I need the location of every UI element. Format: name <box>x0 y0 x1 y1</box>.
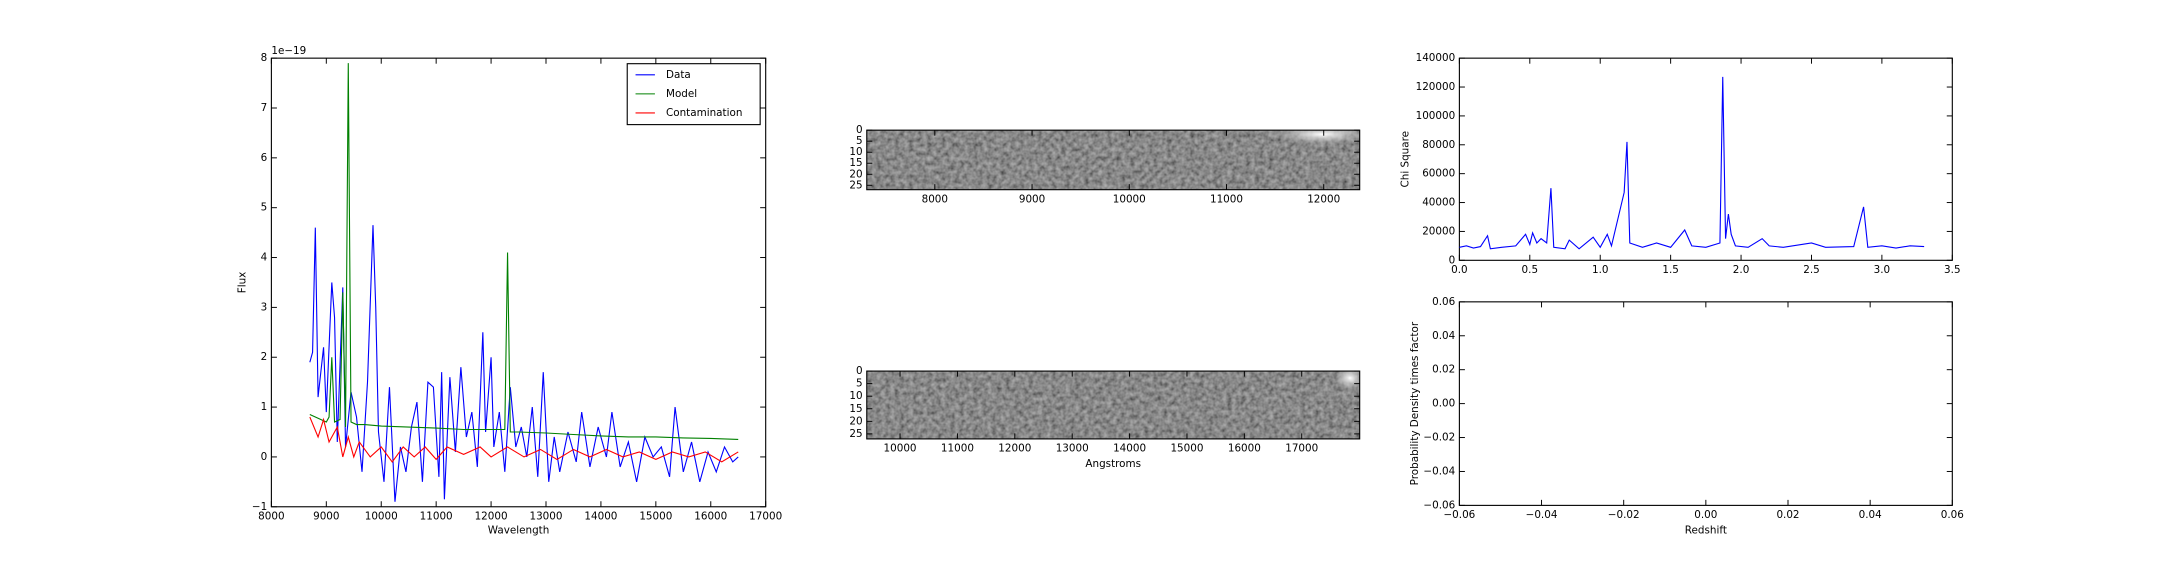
y-tick-label: 120000 <box>1416 81 1456 93</box>
axes-frame <box>270 57 767 508</box>
x-tick-label: 16000 <box>1228 443 1261 455</box>
y-tick-label: 25 <box>849 179 862 191</box>
y-tick-label: 0.06 <box>1432 296 1455 308</box>
x-tick-label: 3.0 <box>1874 264 1891 276</box>
y-tick-label: 15 <box>849 157 862 169</box>
x-tick-label: 8000 <box>922 193 948 205</box>
x-tick-label: 12000 <box>1307 193 1340 205</box>
x-tick-label: 0.02 <box>1776 509 1799 521</box>
x-tick-label: 8000 <box>258 510 284 522</box>
bright-spot <box>1266 130 1360 146</box>
image-pixels <box>866 371 1360 439</box>
y-axis-label: Flux <box>236 272 248 294</box>
series-line <box>309 225 739 502</box>
x-tick-label: 15000 <box>1170 443 1203 455</box>
axes-frame <box>1458 301 1953 506</box>
x-tick-label: 10000 <box>365 510 398 522</box>
axes-frame <box>866 129 1361 191</box>
x-tick-label: −0.04 <box>1526 509 1558 521</box>
x-tick-label: 1.5 <box>1662 264 1678 276</box>
y-tick-label: 4 <box>261 252 268 264</box>
y-tick-label: 100000 <box>1416 110 1456 122</box>
legend-box <box>626 63 761 126</box>
legend-label: Contamination <box>666 107 742 119</box>
x-tick-label: 0.04 <box>1859 509 1882 521</box>
y-tick-label: 25 <box>849 428 862 440</box>
y-tick-label: 0 <box>856 365 863 377</box>
y-tick-label: 8 <box>261 52 268 64</box>
y-tick-label: 20 <box>849 415 862 427</box>
y-tick-label: 5 <box>261 202 268 214</box>
x-tick-label: 11000 <box>941 443 974 455</box>
axes-frame <box>1458 57 1953 261</box>
x-tick-label: 1.0 <box>1592 264 1609 276</box>
x-tick-label: 2.5 <box>1803 264 1820 276</box>
x-tick-label: 3.5 <box>1944 264 1961 276</box>
y-tick-label: 0 <box>856 124 863 136</box>
y-tick-label: 80000 <box>1422 139 1455 151</box>
y-tick-label: 5 <box>856 135 863 147</box>
y-tick-label: 0 <box>261 451 268 463</box>
y-tick-label: 0.02 <box>1432 364 1455 376</box>
y-tick-label: 10 <box>849 146 862 158</box>
x-tick-label: 11000 <box>420 510 453 522</box>
x-tick-label: −0.02 <box>1608 509 1640 521</box>
x-tick-label: 11000 <box>1210 193 1243 205</box>
y-tick-label: −0.02 <box>1423 432 1455 444</box>
x-tick-label: 10000 <box>1113 193 1146 205</box>
y-tick-label: 5 <box>856 378 863 390</box>
x-axis-label: Redshift <box>1685 524 1727 536</box>
y-axis-label: Chi Square <box>1399 131 1411 188</box>
y-tick-label: −1 <box>252 501 267 513</box>
y-tick-label: 0.04 <box>1432 330 1455 342</box>
y-tick-label: 0.00 <box>1432 398 1455 410</box>
series-line <box>309 416 739 463</box>
y-tick-label: 7 <box>261 102 268 114</box>
y-tick-label: −0.04 <box>1423 465 1455 477</box>
x-tick-label: 16000 <box>694 510 727 522</box>
x-tick-label: 0.5 <box>1522 264 1538 276</box>
offset-label: 1e−19 <box>271 45 306 57</box>
y-tick-label: 40000 <box>1422 197 1455 209</box>
y-tick-label: 10 <box>849 390 862 402</box>
series-line <box>1459 76 1925 250</box>
x-tick-label: 12000 <box>998 443 1031 455</box>
y-tick-label: 20 <box>849 168 862 180</box>
x-tick-label: 2.0 <box>1733 264 1750 276</box>
bright-spot <box>1333 371 1360 392</box>
y-tick-label: 15 <box>849 403 862 415</box>
y-tick-label: −0.06 <box>1423 499 1455 511</box>
x-axis-label: Wavelength <box>488 524 550 536</box>
y-tick-label: 2 <box>261 351 268 363</box>
y-tick-label: 6 <box>261 152 268 164</box>
x-tick-label: 15000 <box>639 510 672 522</box>
x-tick-label: 13000 <box>1056 443 1089 455</box>
x-tick-label: 9000 <box>313 510 339 522</box>
x-tick-label: 17000 <box>749 510 782 522</box>
legend-label: Data <box>666 69 691 81</box>
x-tick-label: 14000 <box>1113 443 1146 455</box>
x-tick-label: 0.0 <box>1451 264 1468 276</box>
x-axis-label: Angstroms <box>1085 458 1141 470</box>
x-tick-label: 14000 <box>584 510 617 522</box>
x-tick-label: 0.00 <box>1694 509 1717 521</box>
x-tick-label: −0.06 <box>1443 509 1475 521</box>
x-tick-label: 9000 <box>1019 193 1045 205</box>
x-tick-label: 0.06 <box>1941 509 1964 521</box>
y-tick-label: 1 <box>261 401 268 413</box>
y-tick-label: 60000 <box>1422 168 1455 180</box>
y-tick-label: 20000 <box>1422 225 1455 237</box>
y-tick-label: 140000 <box>1416 52 1456 64</box>
y-tick-label: 3 <box>261 301 268 313</box>
x-tick-label: 10000 <box>884 443 917 455</box>
legend-label: Model <box>666 88 697 100</box>
y-tick-label: 0 <box>1449 254 1456 266</box>
x-tick-label: 17000 <box>1285 443 1318 455</box>
x-tick-label: 12000 <box>475 510 508 522</box>
y-axis-label: Probability Density times factor <box>1409 321 1421 485</box>
series-line <box>309 63 739 441</box>
x-tick-label: 13000 <box>529 510 562 522</box>
axes-frame <box>866 370 1361 440</box>
